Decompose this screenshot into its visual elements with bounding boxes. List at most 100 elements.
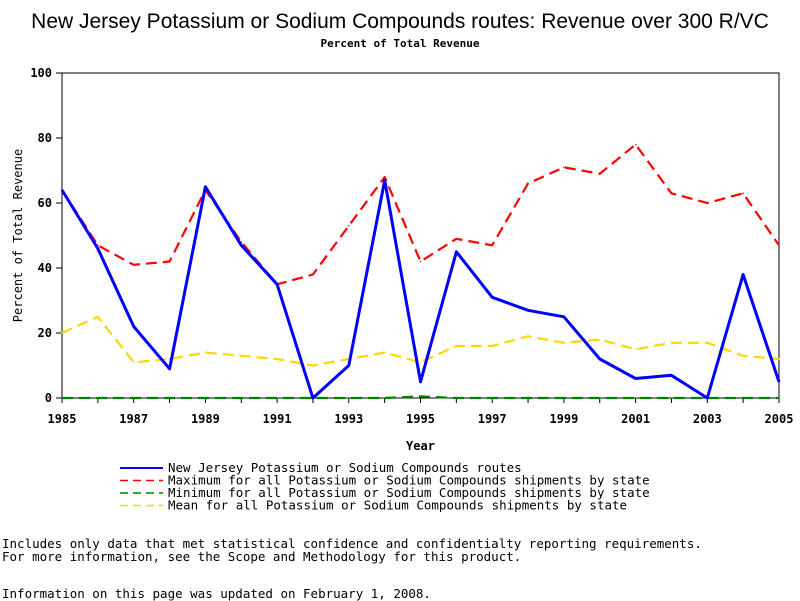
series-3-point-2001 xyxy=(634,348,637,351)
series-1-point-1996 xyxy=(455,237,458,240)
note-methodology: For more information, see the Scope and … xyxy=(2,549,522,564)
series-0-point-1986 xyxy=(97,247,99,250)
x-axis-label: Year xyxy=(406,439,435,453)
series-line-0 xyxy=(60,178,781,400)
series-3-point-1991 xyxy=(276,358,278,360)
series-1-point-2003 xyxy=(706,202,709,204)
series-1-point-1995 xyxy=(419,260,422,263)
series-0-point-1991 xyxy=(276,283,278,286)
y-tick-label: 0 xyxy=(45,391,52,405)
series-2-point-1993 xyxy=(348,397,350,399)
series-2-point-1997 xyxy=(491,397,494,399)
series-3-point-2005 xyxy=(778,358,780,360)
y-tick-label: 100 xyxy=(30,66,52,80)
series-0-point-1999 xyxy=(563,315,565,318)
series-2-point-1995 xyxy=(419,395,422,398)
series-2-point-2005 xyxy=(778,397,780,399)
series-3-point-1997 xyxy=(491,345,494,347)
series-2-point-1985 xyxy=(61,397,63,399)
series-3-point-1992 xyxy=(312,364,314,367)
series-3-point-1990 xyxy=(240,354,243,357)
series-0-point-1997 xyxy=(491,296,494,299)
series-3-point-2002 xyxy=(670,341,673,344)
series-0-point-1989 xyxy=(204,185,207,188)
series-1-point-2001 xyxy=(634,143,637,146)
series-1-point-1993 xyxy=(348,224,350,227)
series-3-point-1989 xyxy=(204,351,207,354)
series-2-point-2002 xyxy=(670,397,673,399)
series-0-point-1995 xyxy=(419,380,422,383)
legend-label-2: Minimum for all Potassium or Sodium Comp… xyxy=(168,485,650,500)
series-2-point-1990 xyxy=(240,397,243,399)
series-3-point-1987 xyxy=(132,361,135,364)
chart-title: New Jersey Potassium or Sodium Compounds… xyxy=(31,10,769,33)
x-tick-label: 2003 xyxy=(693,412,722,426)
series-2-point-2004 xyxy=(742,397,744,399)
series-2-point-1998 xyxy=(527,397,529,399)
chart-subtitle: Percent of Total Revenue xyxy=(320,37,480,50)
series-line-1 xyxy=(61,143,780,286)
series-0-point-2000 xyxy=(598,358,601,360)
y-axis-label: Percent of Total Revenue xyxy=(11,149,25,322)
series-1-point-2004 xyxy=(742,192,744,195)
series-0-point-1994 xyxy=(383,179,386,182)
x-tick-label: 1991 xyxy=(263,412,292,426)
y-tick-label: 60 xyxy=(38,196,52,210)
y-tick-label: 80 xyxy=(38,131,52,145)
series-1-point-1997 xyxy=(491,244,494,247)
series-1-point-2005 xyxy=(778,244,780,247)
series-0-point-1985 xyxy=(61,189,63,191)
series-3-point-1985 xyxy=(61,332,63,334)
series-0-point-1987 xyxy=(132,325,135,328)
series-2-point-1989 xyxy=(204,397,207,399)
series-0-point-2004 xyxy=(742,273,744,276)
series-3-point-1995 xyxy=(419,361,422,364)
y-tick-label: 40 xyxy=(38,261,52,275)
series-2-point-1987 xyxy=(132,397,135,399)
legend-label-0: New Jersey Potassium or Sodium Compounds… xyxy=(168,460,522,475)
series-1-point-1992 xyxy=(312,273,314,276)
series-1-point-1999 xyxy=(563,166,565,169)
series-3-point-2003 xyxy=(706,341,709,344)
series-3-point-1986 xyxy=(97,315,99,318)
legend-label-1: Maximum for all Potassium or Sodium Comp… xyxy=(168,473,650,488)
series-3-point-2000 xyxy=(598,338,601,341)
series-2-point-1988 xyxy=(168,397,171,399)
note-confidence: Includes only data that met statistical … xyxy=(2,536,702,551)
series-1-point-1988 xyxy=(168,260,171,263)
x-tick-label: 1987 xyxy=(119,412,148,426)
x-tick-label: 1995 xyxy=(406,412,435,426)
series-0-point-1992 xyxy=(312,397,314,399)
legend-label-3: Mean for all Potassium or Sodium Compoun… xyxy=(168,498,627,513)
x-tick-label: 1989 xyxy=(191,412,220,426)
x-tick-label: 1999 xyxy=(549,412,578,426)
series-0-point-1988 xyxy=(168,367,171,370)
series-0-point-2005 xyxy=(778,380,780,383)
series-0-point-1990 xyxy=(240,244,243,247)
series-2-point-1999 xyxy=(563,397,565,399)
series-2-point-2001 xyxy=(634,397,637,399)
x-tick-label: 2001 xyxy=(621,412,650,426)
series-0-point-1998 xyxy=(527,309,529,312)
series-1-point-1987 xyxy=(132,263,135,266)
series-1-point-2000 xyxy=(598,172,601,175)
series-0-point-1993 xyxy=(348,364,350,367)
plot-frame xyxy=(61,72,780,399)
note-updated: Information on this page was updated on … xyxy=(2,586,431,601)
series-1-point-1998 xyxy=(527,182,529,185)
series-3-point-2004 xyxy=(742,354,744,357)
x-tick-label: 1993 xyxy=(334,412,363,426)
series-1-point-1994 xyxy=(383,176,386,178)
series-0-point-2003 xyxy=(706,397,709,399)
series-0-point-2001 xyxy=(634,377,637,380)
series-3-point-1994 xyxy=(383,351,386,354)
series-2-point-1994 xyxy=(383,397,386,399)
series-2-point-2000 xyxy=(598,397,601,399)
series-0-point-1996 xyxy=(455,250,458,253)
series-2-point-1986 xyxy=(97,397,99,399)
y-tick-label: 20 xyxy=(38,326,52,340)
series-line-3 xyxy=(61,315,780,367)
series-1-point-2002 xyxy=(670,192,673,195)
x-tick-label: 2005 xyxy=(765,412,794,426)
